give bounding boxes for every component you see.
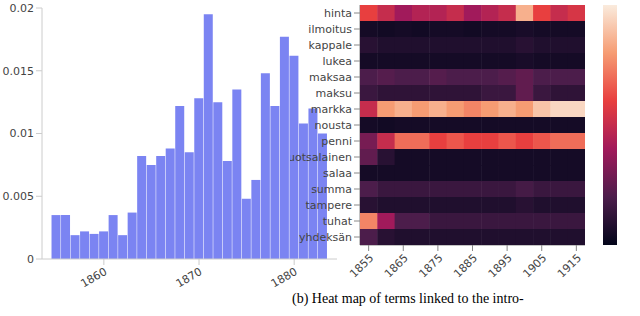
svg-text:1865: 1865 [382,251,411,280]
svg-text:penni: penni [321,135,352,148]
svg-text:1885: 1885 [451,251,480,280]
html-text:(b) Heat map of terms linked t: (b) Heat map of terms linked to the intr… [292,291,524,306]
svg-text:hinta: hinta [324,7,352,20]
svg-text:1895: 1895 [486,251,515,280]
svg-text:1905: 1905 [520,251,549,280]
svg-text:0.015: 0.015 [8,65,34,78]
svg-text:1875: 1875 [417,251,446,280]
svg-text:1860: 1860 [79,265,110,290]
svg-text:salaa: salaa [323,167,352,180]
svg-text:1855: 1855 [347,251,376,280]
svg-text:ilmoitus: ilmoitus [308,23,352,36]
svg-text:ruotsalainen: ruotsalainen [290,151,352,164]
svg-text:lukea: lukea [322,55,352,68]
svg-text:0.01: 0.01 [10,127,35,140]
svg-text:nousta: nousta [315,119,352,132]
svg-text:1870: 1870 [174,265,205,290]
svg-text:1915: 1915 [555,251,584,280]
svg-text:maksu: maksu [315,87,352,100]
svg-text:summa: summa [311,183,352,196]
svg-text:tuhat: tuhat [323,215,353,228]
svg-text:0.02: 0.02 [10,2,35,15]
svg-text:tampere: tampere [305,199,352,212]
svg-text:1880: 1880 [269,265,300,290]
svg-text:kappale: kappale [309,39,353,52]
svg-text:markka: markka [311,103,352,116]
svg-text:0.005: 0.005 [8,190,34,203]
svg-text:0: 0 [27,253,34,266]
svg-text:yhdeksän: yhdeksän [299,231,352,244]
svg-text:maksaa: maksaa [309,71,352,84]
